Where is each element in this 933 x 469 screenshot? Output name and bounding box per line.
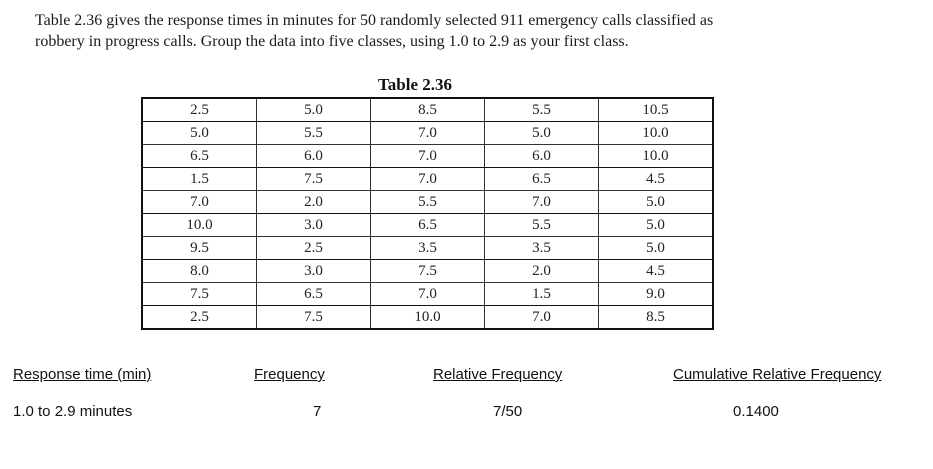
table-row: 9.5 2.5 3.5 3.5 5.0: [141, 236, 714, 260]
table-cell: 6.5: [141, 144, 257, 168]
table-cell: 3.5: [484, 236, 599, 260]
table-title: Table 2.36: [377, 75, 452, 94]
table-cell: 1.5: [141, 167, 257, 191]
table-cell: 7.0: [370, 167, 485, 191]
table-cell: 2.5: [256, 236, 371, 260]
table-row: 8.0 3.0 7.5 2.0 4.5: [141, 259, 714, 283]
table-cell: 7.0: [370, 282, 485, 306]
table-cell: 9.5: [141, 236, 257, 260]
table-cell: 7.0: [484, 305, 599, 330]
table-cell: 6.0: [256, 144, 371, 168]
table-cell: 7.5: [141, 282, 257, 306]
table-row: 10.0 3.0 6.5 5.5 5.0: [141, 213, 714, 237]
header-relative-frequency: Relative Frequency: [433, 366, 563, 383]
table-cell: 5.0: [598, 236, 714, 260]
table-cell: 6.0: [484, 144, 599, 168]
summary-response-time: 1.0 to 2.9 minutes: [13, 403, 133, 420]
table-cell: 7.5: [256, 305, 371, 330]
table-cell: 8.5: [370, 97, 485, 122]
table-cell: 7.5: [256, 167, 371, 191]
table-row: 5.0 5.5 7.0 5.0 10.0: [141, 121, 714, 145]
table-cell: 7.5: [370, 259, 485, 283]
header-response-time: Response time (min): [13, 366, 152, 383]
summary-frequency: 7: [313, 403, 322, 420]
problem-line-2: robbery in progress calls. Group the dat…: [35, 33, 629, 50]
table-cell: 6.5: [256, 282, 371, 306]
table-row: 7.5 6.5 7.0 1.5 9.0: [141, 282, 714, 306]
table-cell: 9.0: [598, 282, 714, 306]
table-cell: 4.5: [598, 259, 714, 283]
table-cell: 2.5: [141, 305, 257, 330]
table-cell: 5.5: [484, 97, 599, 122]
table-cell: 2.0: [256, 190, 371, 214]
table-row: 1.5 7.5 7.0 6.5 4.5: [141, 167, 714, 191]
table-cell: 5.5: [256, 121, 371, 145]
table-cell: 7.0: [484, 190, 599, 214]
table-cell: 10.0: [598, 144, 714, 168]
table-cell: 6.5: [370, 213, 485, 237]
table-cell: 10.0: [141, 213, 257, 237]
problem-statement: Table 2.36 gives the response times in m…: [35, 10, 915, 52]
summary-cumulative-relative-frequency: 0.1400: [733, 403, 779, 420]
table-cell: 6.5: [484, 167, 599, 191]
table-row: 2.5 7.5 10.0 7.0 8.5: [141, 305, 714, 330]
table-cell: 5.5: [484, 213, 599, 237]
table-row: 6.5 6.0 7.0 6.0 10.0: [141, 144, 714, 168]
table-cell: 1.5: [484, 282, 599, 306]
table-cell: 2.5: [141, 97, 257, 122]
table-cell: 7.0: [370, 144, 485, 168]
table-cell: 3.0: [256, 259, 371, 283]
table-cell: 2.0: [484, 259, 599, 283]
table-cell: 5.5: [370, 190, 485, 214]
table-cell: 5.0: [484, 121, 599, 145]
header-frequency: Frequency: [254, 366, 325, 383]
table-cell: 8.0: [141, 259, 257, 283]
table-cell: 3.5: [370, 236, 485, 260]
summary-relative-frequency: 7/50: [493, 403, 523, 420]
table-cell: 7.0: [370, 121, 485, 145]
problem-line-1: Table 2.36 gives the response times in m…: [35, 12, 714, 29]
table-cell: 5.0: [256, 97, 371, 122]
response-times-table: 2.5 5.0 8.5 5.5 10.5 5.0 5.5 7.0 5.0 10.…: [141, 97, 714, 330]
table-cell: 10.5: [598, 97, 714, 122]
table-cell: 10.0: [598, 121, 714, 145]
table-cell: 5.0: [141, 121, 257, 145]
table-cell: 5.0: [598, 190, 714, 214]
table-cell: 5.0: [598, 213, 714, 237]
header-cumulative-relative-frequency: Cumulative Relative Frequency: [673, 366, 882, 383]
table-cell: 4.5: [598, 167, 714, 191]
table-cell: 7.0: [141, 190, 257, 214]
table-row: 2.5 5.0 8.5 5.5 10.5: [141, 97, 714, 122]
table-cell: 10.0: [370, 305, 485, 330]
table-cell: 3.0: [256, 213, 371, 237]
table-cell: 8.5: [598, 305, 714, 330]
table-row: 7.0 2.0 5.5 7.0 5.0: [141, 190, 714, 214]
